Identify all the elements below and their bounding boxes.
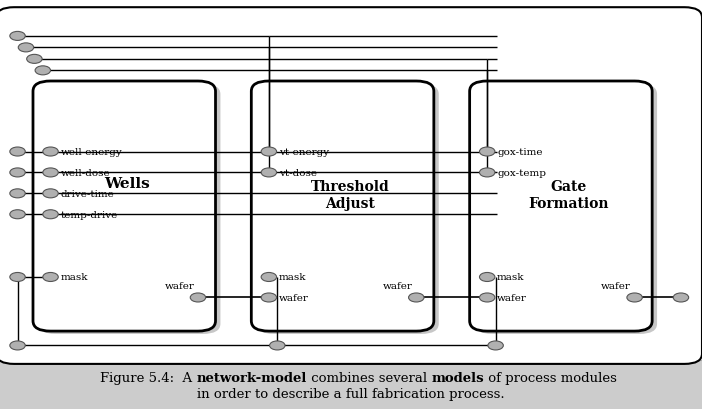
- Circle shape: [10, 341, 25, 350]
- Text: Wells: Wells: [105, 177, 150, 191]
- FancyBboxPatch shape: [470, 82, 652, 331]
- Circle shape: [43, 273, 58, 282]
- Circle shape: [43, 148, 58, 157]
- Text: network-model: network-model: [197, 371, 307, 384]
- Circle shape: [479, 169, 495, 178]
- Text: A: A: [174, 371, 197, 384]
- Circle shape: [479, 293, 495, 302]
- Text: wafer: wafer: [279, 293, 309, 302]
- Circle shape: [10, 32, 25, 41]
- Text: well-energy: well-energy: [60, 148, 122, 157]
- Text: vt-dose: vt-dose: [279, 169, 317, 178]
- Circle shape: [190, 293, 206, 302]
- Circle shape: [43, 189, 58, 198]
- Text: gox-temp: gox-temp: [497, 169, 546, 178]
- Text: vt-energy: vt-energy: [279, 148, 329, 157]
- Circle shape: [43, 210, 58, 219]
- Circle shape: [261, 273, 277, 282]
- Circle shape: [18, 44, 34, 53]
- Circle shape: [10, 148, 25, 157]
- FancyBboxPatch shape: [0, 8, 702, 364]
- Text: well-dose: well-dose: [60, 169, 110, 178]
- Circle shape: [10, 273, 25, 282]
- Circle shape: [479, 273, 495, 282]
- Text: of process modules: of process modules: [484, 371, 617, 384]
- FancyBboxPatch shape: [256, 85, 439, 334]
- Text: mask: mask: [60, 273, 88, 282]
- Bar: [0, 360, 702, 409]
- Circle shape: [673, 293, 689, 302]
- FancyBboxPatch shape: [38, 85, 220, 334]
- Text: Gate
Formation: Gate Formation: [528, 180, 609, 210]
- Text: wafer: wafer: [383, 281, 413, 290]
- Circle shape: [488, 341, 503, 350]
- Circle shape: [627, 293, 642, 302]
- Circle shape: [270, 341, 285, 350]
- Circle shape: [261, 169, 277, 178]
- Circle shape: [409, 293, 424, 302]
- Text: wafer: wafer: [601, 281, 631, 290]
- Text: mask: mask: [279, 273, 306, 282]
- FancyBboxPatch shape: [33, 82, 216, 331]
- Circle shape: [261, 293, 277, 302]
- Circle shape: [43, 169, 58, 178]
- Circle shape: [261, 148, 277, 157]
- FancyBboxPatch shape: [251, 82, 434, 331]
- Text: mask: mask: [497, 273, 524, 282]
- Text: Threshold
Adjust: Threshold Adjust: [310, 180, 390, 210]
- Circle shape: [10, 169, 25, 178]
- Text: models: models: [431, 371, 484, 384]
- Text: drive-time: drive-time: [60, 189, 114, 198]
- Circle shape: [10, 210, 25, 219]
- Circle shape: [479, 148, 495, 157]
- Text: combines several: combines several: [307, 371, 431, 384]
- Circle shape: [10, 189, 25, 198]
- FancyBboxPatch shape: [475, 85, 657, 334]
- Text: gox-time: gox-time: [497, 148, 543, 157]
- Text: Figure 5.4:: Figure 5.4:: [100, 371, 174, 384]
- Circle shape: [27, 55, 42, 64]
- Circle shape: [35, 67, 51, 76]
- Text: temp-drive: temp-drive: [60, 210, 118, 219]
- Text: wafer: wafer: [164, 281, 194, 290]
- Text: in order to describe a full fabrication process.: in order to describe a full fabrication …: [197, 387, 505, 400]
- Text: wafer: wafer: [497, 293, 527, 302]
